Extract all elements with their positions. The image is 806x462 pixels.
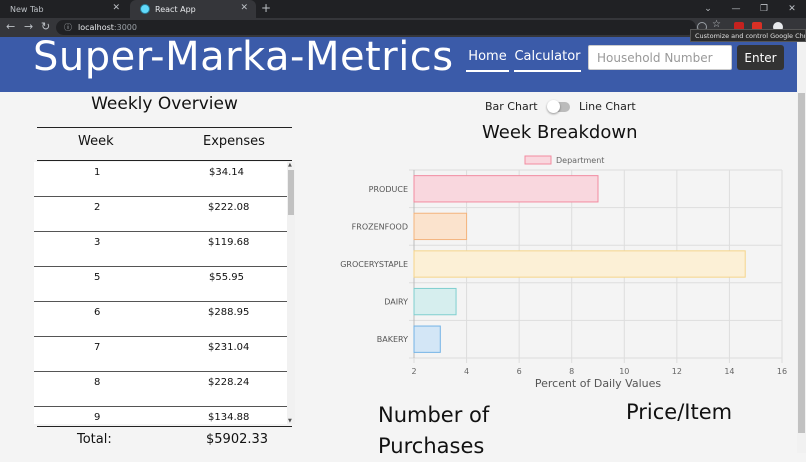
week-cell: 8 xyxy=(94,377,101,388)
bar xyxy=(413,287,457,316)
y-tick-label: GROCERYSTAPLE xyxy=(340,260,408,269)
app-header: Super-Marka-Metrics Home Calculator Ente… xyxy=(0,34,797,92)
address-bar: ← → ↻ ⓘ localhost:3000 ☆ xyxy=(0,18,806,37)
nav-calculator-link[interactable]: Calculator xyxy=(514,49,581,72)
week-cell: 6 xyxy=(94,307,101,318)
y-tick-label: FROZENFOOD xyxy=(352,222,408,231)
week-cell: 1 xyxy=(94,167,101,178)
table-row: 7 $231.04 xyxy=(34,337,287,372)
chevron-down-icon[interactable]: ⌄ xyxy=(704,4,712,14)
forward-icon[interactable]: → xyxy=(24,20,34,33)
table-row: 8 $228.24 xyxy=(34,372,287,407)
star-icon[interactable]: ☆ xyxy=(712,19,721,30)
nav-home-link[interactable]: Home xyxy=(466,49,509,72)
x-tick-label: 4 xyxy=(464,367,469,376)
browser-tab-bar: New Tab ✕ React App ✕ + ⌄ — ❐ ✕ xyxy=(0,0,806,18)
close-window-icon[interactable]: ✕ xyxy=(788,4,796,14)
week-breakdown-title: Week Breakdown xyxy=(482,122,638,143)
expense-cell: $55.95 xyxy=(209,272,244,283)
switch-knob[interactable] xyxy=(547,100,560,113)
url-port: :3000 xyxy=(113,23,137,32)
brand-title: Super-Marka-Metrics xyxy=(33,34,454,80)
price-item-heading: Price/Item xyxy=(626,400,733,424)
new-tab-icon[interactable]: + xyxy=(261,1,272,15)
chrome-menu-tooltip: Customize and control Google Chrome xyxy=(690,29,806,42)
extension-icon[interactable] xyxy=(752,22,762,32)
expense-cell: $222.08 xyxy=(208,202,250,213)
table-row: 3 $119.68 xyxy=(34,232,287,267)
week-cell: 7 xyxy=(94,342,101,353)
tab-new-tab[interactable]: New Tab ✕ xyxy=(0,0,128,18)
extension-icon[interactable] xyxy=(734,22,744,32)
reload-icon[interactable]: ↻ xyxy=(41,20,51,33)
expenses-table-body[interactable]: 1 $34.14 2 $222.08 3 $119.68 5 $55.95 6 … xyxy=(34,162,287,424)
legend-swatch xyxy=(524,155,552,165)
x-tick-label: 16 xyxy=(777,367,787,376)
profile-avatar[interactable] xyxy=(773,22,783,32)
chart-type-switch[interactable] xyxy=(547,100,570,113)
y-tick-label: BAKERY xyxy=(377,335,408,344)
scroll-down-arrow-icon[interactable]: ▼ xyxy=(288,418,292,424)
tab-title: New Tab xyxy=(10,4,44,14)
table-row: 1 $34.14 xyxy=(34,162,287,197)
scroll-up-arrow-icon[interactable]: ▲ xyxy=(288,162,292,168)
y-tick-label: PRODUCE xyxy=(369,185,408,194)
expense-cell: $228.24 xyxy=(208,377,250,388)
table-row: 5 $55.95 xyxy=(34,267,287,302)
department-bar-chart: 2 4 6 8 10 12 14 16 PRODUCE FROZENFOOD GROCERYSTAP… xyxy=(340,155,787,390)
table-row: 9 $134.88 xyxy=(34,407,287,424)
react-favicon-icon xyxy=(140,4,150,14)
table-header: Week Expenses xyxy=(37,127,292,161)
expense-cell: $134.88 xyxy=(208,412,250,423)
info-icon[interactable]: ⓘ xyxy=(64,23,72,32)
line-chart-label: Line Chart xyxy=(579,100,636,113)
expense-cell: $119.68 xyxy=(208,237,250,248)
maximize-icon[interactable]: ❐ xyxy=(759,4,769,14)
expense-cell: $231.04 xyxy=(208,342,250,353)
table-row: 6 $288.95 xyxy=(34,302,287,337)
week-cell: 3 xyxy=(94,237,101,248)
minimize-icon[interactable]: — xyxy=(731,4,741,14)
x-tick-label: 12 xyxy=(672,367,682,376)
page-scrollbar-thumb[interactable] xyxy=(798,93,805,433)
page-scrollbar[interactable] xyxy=(797,37,806,453)
col-week-header: Week xyxy=(78,134,114,149)
household-number-input[interactable] xyxy=(588,45,732,70)
table-row: 2 $222.08 xyxy=(34,197,287,232)
week-cell: 2 xyxy=(94,202,101,213)
bar xyxy=(413,325,441,353)
x-tick-label: 14 xyxy=(724,367,734,376)
table-scrollbar-thumb[interactable] xyxy=(288,170,294,215)
window-controls: ⌄ — ❐ ✕ xyxy=(694,0,806,18)
x-tick-label: 2 xyxy=(411,367,416,376)
table-scrollbar[interactable]: ▲ ▼ xyxy=(287,162,295,424)
y-tick-label: DAIRY xyxy=(384,298,408,307)
col-expenses-header: Expenses xyxy=(203,134,265,149)
url-host: localhost xyxy=(78,23,114,32)
url-input[interactable]: ⓘ localhost:3000 xyxy=(56,20,696,35)
bar xyxy=(413,175,599,203)
total-divider xyxy=(37,426,292,427)
x-tick-label: 8 xyxy=(569,367,574,376)
week-cell: 5 xyxy=(94,272,101,283)
expense-cell: $34.14 xyxy=(209,167,244,178)
total-label: Total: xyxy=(77,432,112,447)
weekly-overview-title: Weekly Overview xyxy=(91,94,238,114)
x-tick-label: 10 xyxy=(619,367,629,376)
x-axis-label: Percent of Daily Values xyxy=(535,377,662,390)
total-value: $5902.33 xyxy=(206,432,269,447)
tab-title: React App xyxy=(155,4,196,14)
bar xyxy=(413,212,468,241)
tab-react-app[interactable]: React App ✕ xyxy=(130,0,256,18)
legend-label: Department xyxy=(556,156,604,165)
bar-chart-label: Bar Chart xyxy=(485,100,538,113)
close-tab-icon[interactable]: ✕ xyxy=(112,3,120,13)
week-cell: 9 xyxy=(94,412,101,423)
close-tab-icon[interactable]: ✕ xyxy=(240,3,248,13)
expense-cell: $288.95 xyxy=(208,307,250,318)
x-tick-label: 6 xyxy=(517,367,522,376)
enter-button[interactable]: Enter xyxy=(737,45,784,70)
back-icon[interactable]: ← xyxy=(6,20,16,33)
bar xyxy=(413,250,746,278)
